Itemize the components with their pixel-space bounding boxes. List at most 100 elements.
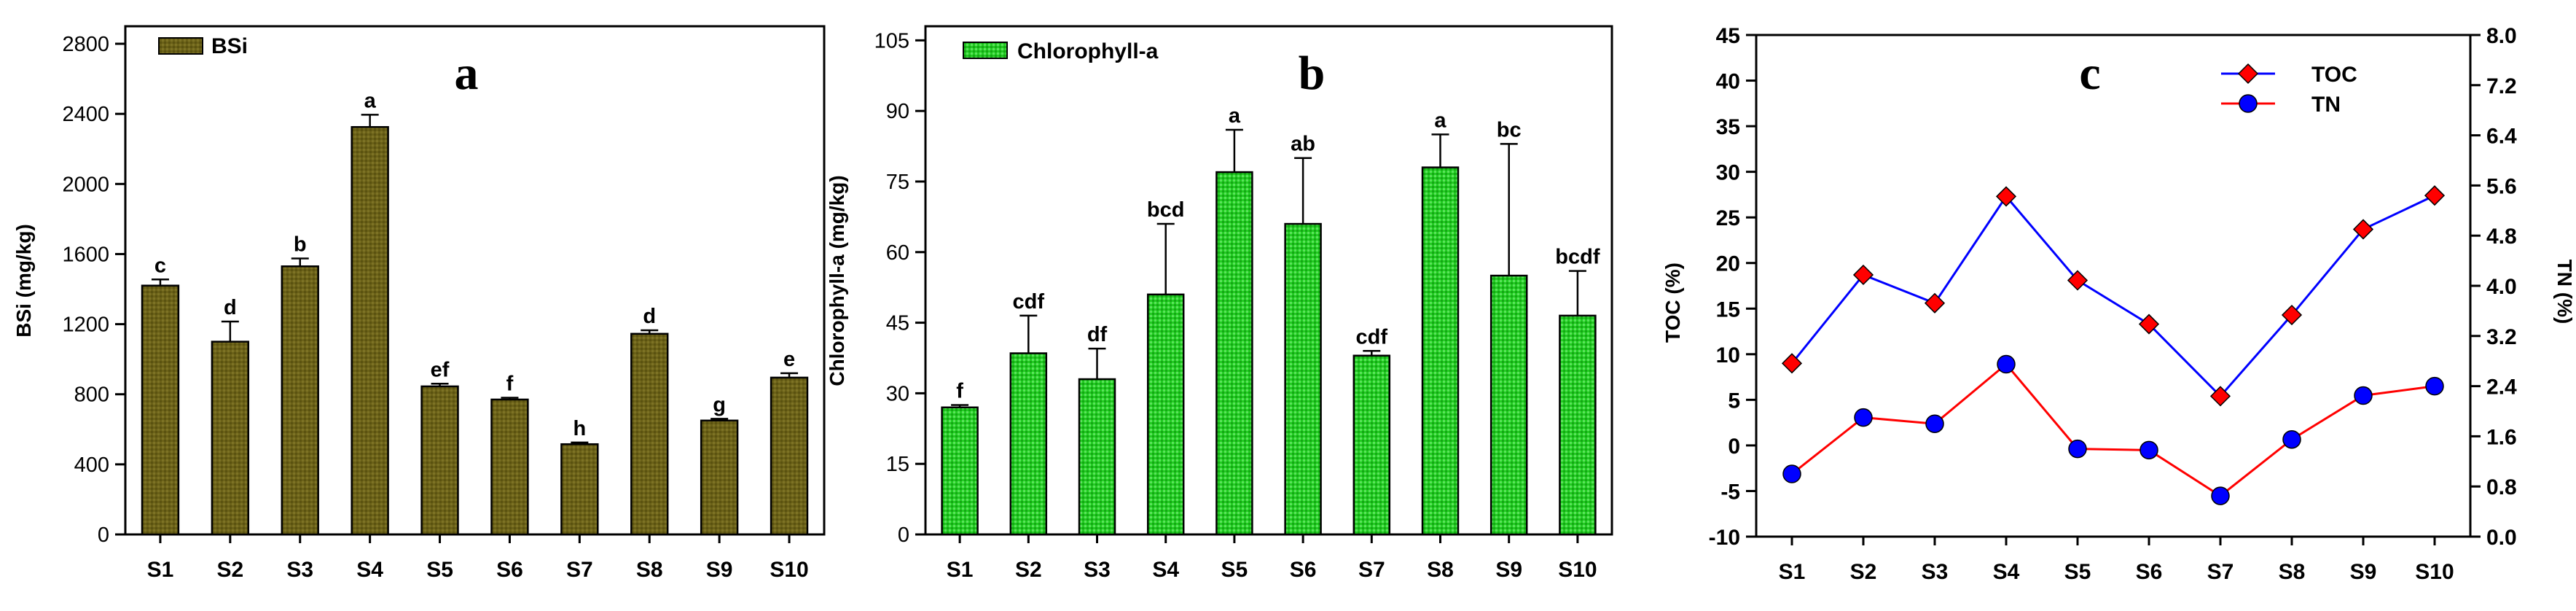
- panel-b-bar-S10: [1559, 314, 1597, 536]
- panel-b-xtick-label-5: S6: [1290, 558, 1317, 582]
- panel-c-toc-point-S6: [2138, 314, 2160, 335]
- panel-c-legend: TOC TN: [2221, 63, 2357, 117]
- panel-b-letter-S9: bc: [1497, 118, 1522, 141]
- panel-c-y2label: TN (%): [2553, 260, 2576, 324]
- panel-c-toc-point-S4: [1995, 186, 2017, 207]
- panel-c-toc-point-S8: [2281, 304, 2303, 326]
- panel-b-legend-label: Chlorophyll-a: [1017, 39, 1159, 63]
- panel-b-letter-S10: bcdf: [1555, 246, 1600, 269]
- panel-a-bar-S10: [770, 376, 809, 536]
- panel-c-xtick-label-9: S10: [2415, 560, 2454, 584]
- panel-a-ytick-label-0: 0: [98, 524, 109, 547]
- panel-b-legend-swatch: [963, 42, 1008, 59]
- panel-a-bar-S1: [141, 284, 180, 536]
- panel-c-ytick-label-11: 45: [1716, 24, 1740, 48]
- panel-b-letter: b: [1299, 47, 1326, 100]
- panel-b-xtick-label-3: S4: [1152, 558, 1179, 582]
- panel-a-xtick-label-4: S5: [426, 558, 453, 582]
- panel-a-ytick-label-6: 2400: [62, 103, 109, 126]
- panel-c-tn-point-S7: [2211, 486, 2230, 505]
- panel-b-bar-S9: [1489, 274, 1528, 536]
- legend-toc-label: TOC: [2311, 63, 2357, 87]
- panel-c-y2tick-label-4: 3.2: [2486, 325, 2517, 349]
- panel-a-bar-S5: [420, 385, 459, 536]
- legend-tn-label: TN: [2311, 93, 2341, 117]
- panel-a-ytick-label-4: 1600: [62, 243, 109, 266]
- panel-c-y2tick-label-2: 1.6: [2486, 425, 2517, 449]
- panel-a-bar-S7: [560, 443, 599, 536]
- panel-a-bar-S4: [351, 125, 389, 536]
- panel-a-letter-S4: a: [364, 89, 377, 112]
- panel-c-toc-point-S10: [2424, 185, 2446, 206]
- panel-b-letter-S2: cdf: [1013, 290, 1045, 314]
- panel-a-xtick-label-3: S4: [356, 558, 383, 582]
- panel-c-tn-point-S4: [1997, 354, 2016, 374]
- panel-c-toc-point-S2: [1852, 264, 1874, 286]
- panel-b-ytick-label-7: 105: [874, 29, 909, 52]
- panel-a-ytick-label-2: 800: [74, 384, 109, 407]
- panel-c-xtick-label-5: S6: [2136, 560, 2163, 584]
- panel-c-ytick-label-0: -10: [1709, 526, 1740, 550]
- panel-c-xtick-label-1: S2: [1850, 560, 1877, 584]
- panel-c-xtick-label-8: S9: [2350, 560, 2377, 584]
- panel-a-letter-S5: ef: [431, 358, 450, 381]
- panel-a-legend-label: BSi: [211, 34, 248, 58]
- panel-a: BSi (mg/kg) a BSi 0 400 800 1200 1600 2000 240…: [12, 25, 826, 582]
- panel-c-tn-point-S3: [1925, 414, 1944, 433]
- panel-c-tn-point-S1: [1782, 464, 1801, 483]
- panel-c-tn-point-S9: [2354, 386, 2373, 405]
- panel-a-letter-S3: b: [294, 233, 307, 256]
- panel-a-letter-S10: e: [783, 348, 795, 371]
- panel-c-toc-point-S5: [2067, 270, 2088, 291]
- panel-b-xtick-label-2: S3: [1084, 558, 1111, 582]
- panel-b: Chlorophyll-a (mg/kg) b Chlorophyll-a 0 1…: [826, 25, 1613, 582]
- panel-b-xtick-label-0: S1: [947, 558, 974, 582]
- panel-c-ytick-label-5: 15: [1716, 297, 1740, 322]
- panel-b-bar-S6: [1284, 222, 1322, 536]
- panel-b-bar-S2: [1009, 352, 1048, 536]
- panel-b-ytick-label-4: 60: [886, 241, 909, 265]
- panel-a-xtick-label-9: S10: [770, 558, 808, 582]
- panel-b-bar-S5: [1215, 171, 1253, 536]
- panel-a-xtick-label-1: S2: [216, 558, 243, 582]
- panel-a-xtick-label-7: S8: [636, 558, 663, 582]
- panel-c-y2tick-label-0: 0.0: [2486, 526, 2517, 550]
- panel-a-letter: a: [455, 47, 479, 100]
- panel-b-ytick-label-3: 45: [886, 312, 909, 335]
- panel-a-xtick-label-8: S9: [706, 558, 733, 582]
- panel-b-letter-S7: cdf: [1356, 325, 1388, 349]
- panel-a-bar-S3: [281, 265, 319, 536]
- panel-a-letter-S6: f: [506, 373, 514, 396]
- panel-c-tn-point-S2: [1854, 408, 1873, 427]
- panel-c-tn-point-S8: [2282, 429, 2301, 449]
- panel-c: TOC (%) TN (%) c TOC TN -10 -5 0 5 10 15 20 25 3…: [1661, 24, 2576, 584]
- panel-a-bar-S8: [630, 332, 669, 536]
- panel-c-ytick-label-7: 25: [1716, 206, 1740, 230]
- panel-b-xtick-label-8: S9: [1495, 558, 1522, 582]
- panel-c-y2tick-label-1: 0.8: [2486, 475, 2517, 499]
- panel-b-ytick-label-6: 90: [886, 100, 909, 123]
- panel-b-letter-S3: df: [1087, 323, 1108, 346]
- panel-c-xtick-label-2: S3: [1922, 560, 1949, 584]
- panel-a-bar-S6: [490, 398, 529, 536]
- panel-c-y2tick-label-7: 5.6: [2486, 174, 2517, 198]
- panel-b-xtick-label-6: S7: [1358, 558, 1385, 582]
- panel-a-ylabel: BSi (mg/kg): [12, 224, 35, 338]
- panel-a-xtick-label-5: S6: [496, 558, 523, 582]
- panel-b-ytick-label-0: 0: [898, 524, 909, 547]
- legend-toc-marker: [2237, 63, 2259, 85]
- panel-b-bar-S7: [1352, 354, 1391, 536]
- panel-b-letter-S6: ab: [1291, 133, 1315, 156]
- panel-c-y2tick-label-6: 4.8: [2486, 225, 2517, 249]
- panel-c-y2tick-label-5: 4.0: [2486, 275, 2517, 299]
- panel-c-ytick-label-10: 40: [1716, 70, 1740, 94]
- panel-c-y2tick-label-3: 2.4: [2486, 375, 2517, 400]
- panel-c-tn-point-S10: [2425, 376, 2444, 396]
- panel-c-tn-point-S5: [2068, 439, 2087, 459]
- panel-b-letter-S5: a: [1229, 104, 1241, 128]
- panel-c-xtick-label-6: S7: [2207, 560, 2234, 584]
- panel-c-toc-point-S1: [1781, 353, 1803, 374]
- panel-a-xtick-label-0: S1: [147, 558, 174, 582]
- panel-c-ylabel: TOC (%): [1661, 262, 1684, 343]
